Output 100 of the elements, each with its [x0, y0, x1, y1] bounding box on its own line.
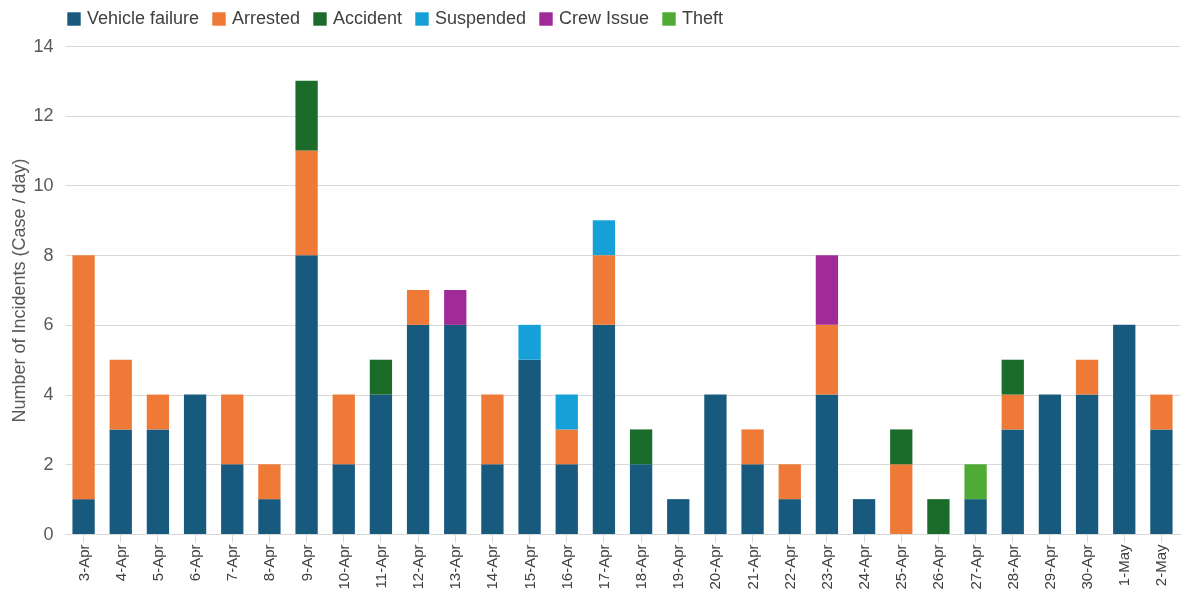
- legend-label: Accident: [333, 8, 403, 28]
- bar: [1001, 359, 1024, 395]
- bar: [778, 464, 801, 500]
- x-tick-label: 2-May: [1152, 544, 1170, 587]
- bar: [332, 394, 355, 465]
- bar: [778, 499, 801, 534]
- bar: [592, 324, 616, 534]
- x-tick-label: 19-Apr: [669, 544, 687, 590]
- y-tick-label: 6: [43, 314, 54, 335]
- y-tick-label: 0: [43, 523, 54, 544]
- x-tick-label: 30-Apr: [1078, 544, 1096, 590]
- bar: [667, 499, 690, 534]
- x-tick-label: 17-Apr: [594, 544, 612, 590]
- bar: [815, 394, 839, 534]
- x-tick-label: 10-Apr: [334, 544, 352, 590]
- x-tick-label: 16-Apr: [557, 544, 575, 590]
- legend-label: Crew Issue: [559, 8, 650, 28]
- bar: [815, 255, 839, 325]
- x-tick-label: 9-Apr: [297, 544, 315, 582]
- bar: [592, 220, 616, 256]
- bar: [629, 464, 653, 534]
- legend-label: Vehicle failure: [87, 8, 200, 28]
- bar: [369, 359, 393, 395]
- bar: [927, 499, 950, 534]
- bar: [481, 394, 504, 465]
- bar: [369, 394, 393, 534]
- legend-label: Arrested: [232, 8, 301, 28]
- bar: [555, 464, 578, 534]
- x-tick-label: 23-Apr: [817, 544, 835, 590]
- y-tick-label: 10: [33, 174, 54, 195]
- bar: [890, 429, 913, 465]
- bar: [852, 499, 876, 534]
- y-tick-label: 14: [33, 35, 54, 56]
- y-tick-label: 4: [43, 384, 54, 405]
- bar: [704, 394, 727, 534]
- x-tick-label: 11-Apr: [371, 544, 389, 589]
- x-tick-label: 12-Apr: [409, 544, 427, 590]
- x-tick-label: 8-Apr: [260, 544, 278, 582]
- bar: [518, 324, 541, 360]
- bar: [221, 394, 244, 465]
- x-tick-label: 6-Apr: [186, 544, 204, 582]
- bar: [109, 359, 132, 430]
- bar: [258, 499, 281, 534]
- bar: [592, 255, 616, 325]
- bar: [964, 464, 987, 500]
- bar: [518, 359, 541, 534]
- y-axis-title: Number of Incidents (Case / day): [9, 158, 30, 423]
- x-tick-label: 5-Apr: [148, 544, 166, 582]
- bar: [1113, 324, 1136, 534]
- bar: [815, 324, 839, 395]
- bar: [964, 499, 987, 534]
- bar: [109, 429, 132, 534]
- bar: [1075, 359, 1099, 395]
- x-tick-label: 15-Apr: [520, 544, 538, 590]
- y-tick-label: 12: [33, 105, 54, 126]
- bar: [629, 429, 653, 465]
- bar: [72, 255, 95, 500]
- bar: [1150, 394, 1173, 430]
- x-tick-label: 25-Apr: [892, 544, 910, 590]
- x-tick-label: 1-May: [1115, 544, 1133, 587]
- bar: [444, 324, 467, 534]
- bar: [1001, 394, 1024, 430]
- x-tick-label: 22-Apr: [780, 544, 798, 590]
- x-tick-label: 28-Apr: [1003, 544, 1021, 590]
- bar: [221, 464, 244, 534]
- bar: [72, 499, 95, 534]
- bar: [555, 394, 578, 430]
- bar: [741, 429, 764, 465]
- bar: [406, 324, 430, 534]
- x-tick-label: 7-Apr: [223, 544, 241, 582]
- bar: [295, 150, 318, 256]
- y-tick-label: 8: [43, 244, 54, 265]
- bar: [406, 290, 430, 325]
- bar: [444, 290, 467, 325]
- x-tick-label: 24-Apr: [855, 544, 873, 590]
- bar: [1150, 429, 1173, 534]
- x-tick-label: 18-Apr: [632, 544, 650, 590]
- bar: [295, 80, 318, 151]
- bar: [1038, 394, 1062, 534]
- x-tick-label: 4-Apr: [111, 544, 129, 582]
- legend-label: Suspended: [435, 8, 527, 28]
- bar: [183, 394, 207, 534]
- bar: [146, 394, 170, 430]
- bar: [555, 429, 578, 465]
- x-tick-label: 3-Apr: [74, 544, 92, 582]
- x-tick-label: 26-Apr: [929, 544, 947, 590]
- bar: [890, 464, 913, 534]
- x-tick-label: 29-Apr: [1040, 544, 1058, 590]
- x-tick-label: 21-Apr: [743, 544, 761, 590]
- x-tick-label: 13-Apr: [446, 544, 464, 590]
- bar: [295, 255, 318, 534]
- x-tick-label: 27-Apr: [966, 544, 984, 590]
- bar: [481, 464, 504, 534]
- x-tick-label: 20-Apr: [706, 544, 724, 590]
- bar: [258, 464, 281, 500]
- legend-label: Theft: [682, 8, 724, 28]
- bar: [332, 464, 355, 534]
- bar: [146, 429, 170, 534]
- y-tick-label: 2: [43, 453, 54, 474]
- bar: [1001, 429, 1024, 534]
